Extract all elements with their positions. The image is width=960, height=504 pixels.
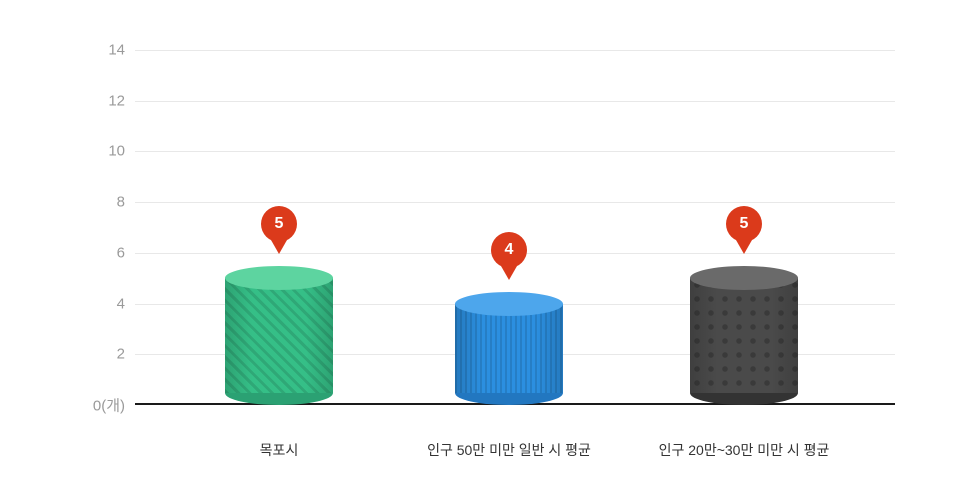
chart-container: 0(개)2468101214545 (95, 50, 895, 405)
cylinder-top (455, 292, 563, 316)
value-marker: 5 (726, 206, 762, 242)
x-axis-label: 인구 50만 미만 일반 시 평균 (427, 440, 591, 460)
x-axis-label: 인구 20만~30만 미만 시 평균 (659, 440, 830, 460)
value-marker: 5 (261, 206, 297, 242)
y-tick-label: 6 (65, 244, 125, 261)
y-tick-label: 0(개) (65, 395, 125, 416)
value-marker-text: 5 (740, 215, 749, 233)
plot-area: 0(개)2468101214545 (135, 50, 895, 405)
cylinder-body (225, 278, 333, 393)
cylinder-body (455, 304, 563, 393)
gridline (135, 202, 895, 203)
y-tick-label: 2 (65, 346, 125, 363)
y-tick-label: 12 (65, 92, 125, 109)
value-marker-text: 4 (505, 241, 514, 259)
y-tick-label: 4 (65, 295, 125, 312)
y-tick-label: 10 (65, 143, 125, 160)
gridline (135, 151, 895, 152)
value-marker-text: 5 (275, 215, 284, 233)
value-marker: 4 (491, 232, 527, 268)
cylinder-bar (455, 292, 563, 405)
gridline (135, 101, 895, 102)
cylinder-bar (225, 266, 333, 405)
y-tick-label: 14 (65, 42, 125, 59)
x-axis-label: 목포시 (260, 440, 299, 460)
y-tick-label: 8 (65, 194, 125, 211)
gridline (135, 50, 895, 51)
cylinder-body (690, 278, 798, 393)
cylinder-bar (690, 266, 798, 405)
